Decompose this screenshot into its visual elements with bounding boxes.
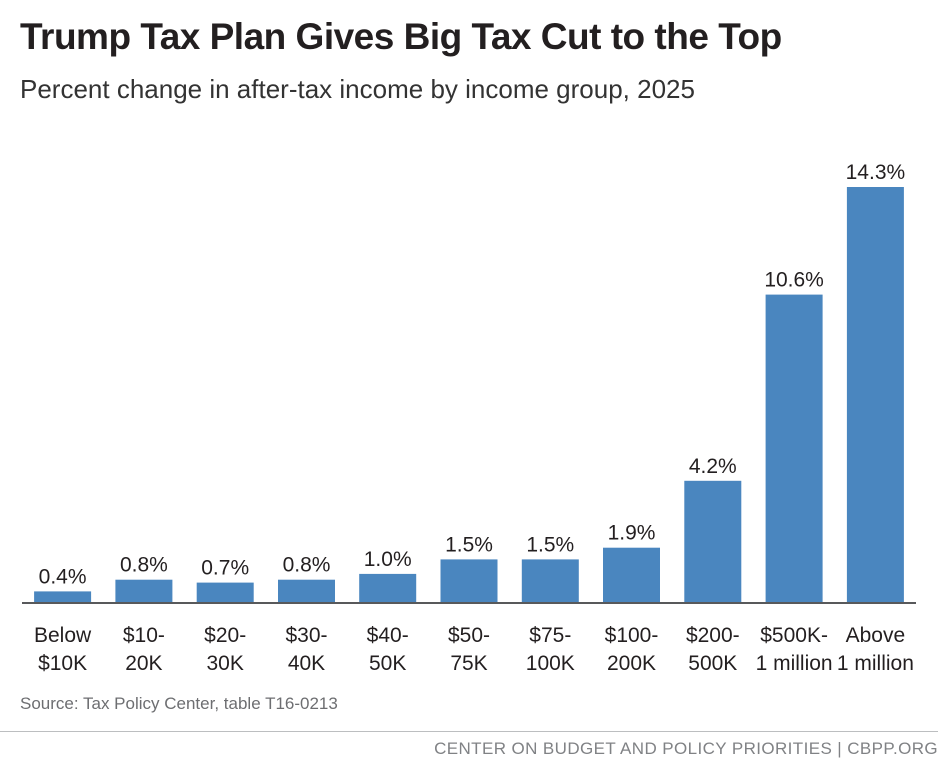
data-label: 0.4%: [39, 565, 87, 588]
bar: [278, 579, 335, 603]
data-label: 1.0%: [364, 548, 412, 571]
data-label: 1.9%: [608, 522, 656, 545]
data-label: 4.2%: [689, 455, 737, 478]
bar: [684, 480, 742, 603]
category-label: $100-200K: [605, 624, 659, 675]
data-label: 14.3%: [846, 161, 906, 184]
category-label: $30-40K: [285, 624, 327, 675]
footer-credit: CENTER ON BUDGET AND POLICY PRIORITIES |…: [434, 739, 938, 758]
category-label: $75-100K: [526, 624, 575, 675]
bar: [34, 591, 92, 603]
category-label: $40-50K: [367, 624, 409, 675]
category-label: Below $10K: [34, 624, 92, 675]
data-label: 0.8%: [120, 554, 168, 577]
data-label: 0.8%: [283, 554, 331, 577]
data-label: 0.7%: [201, 557, 249, 580]
source-note: Source: Tax Policy Center, table T16-021…: [20, 694, 338, 713]
data-label: 1.5%: [445, 533, 493, 556]
category-label: $10-20K: [123, 624, 165, 675]
bar-chart: 0.4% Below $10K 0.8% $10-20K 0.7% $20-30K 0.8% $…: [22, 161, 916, 675]
bar: [440, 559, 498, 603]
data-label: 10.6%: [764, 269, 824, 292]
bar: [846, 187, 904, 603]
chart-title: Trump Tax Plan Gives Big Tax Cut to the …: [20, 16, 782, 57]
chart-subtitle: Percent change in after-tax income by in…: [20, 74, 695, 104]
category-label: $500K-1 million: [756, 624, 833, 675]
category-label: Above 1 million: [837, 624, 914, 675]
bar: [196, 582, 254, 603]
footer-divider: [0, 731, 938, 732]
bar: [521, 559, 579, 603]
category-label: $50-75K: [448, 624, 490, 675]
bar: [603, 547, 660, 603]
data-label: 1.5%: [526, 533, 574, 556]
bar: [765, 294, 823, 603]
category-label: $200-500K: [686, 624, 740, 675]
bar: [359, 573, 417, 603]
category-label: $20-30K: [204, 624, 246, 675]
bar: [115, 579, 173, 603]
